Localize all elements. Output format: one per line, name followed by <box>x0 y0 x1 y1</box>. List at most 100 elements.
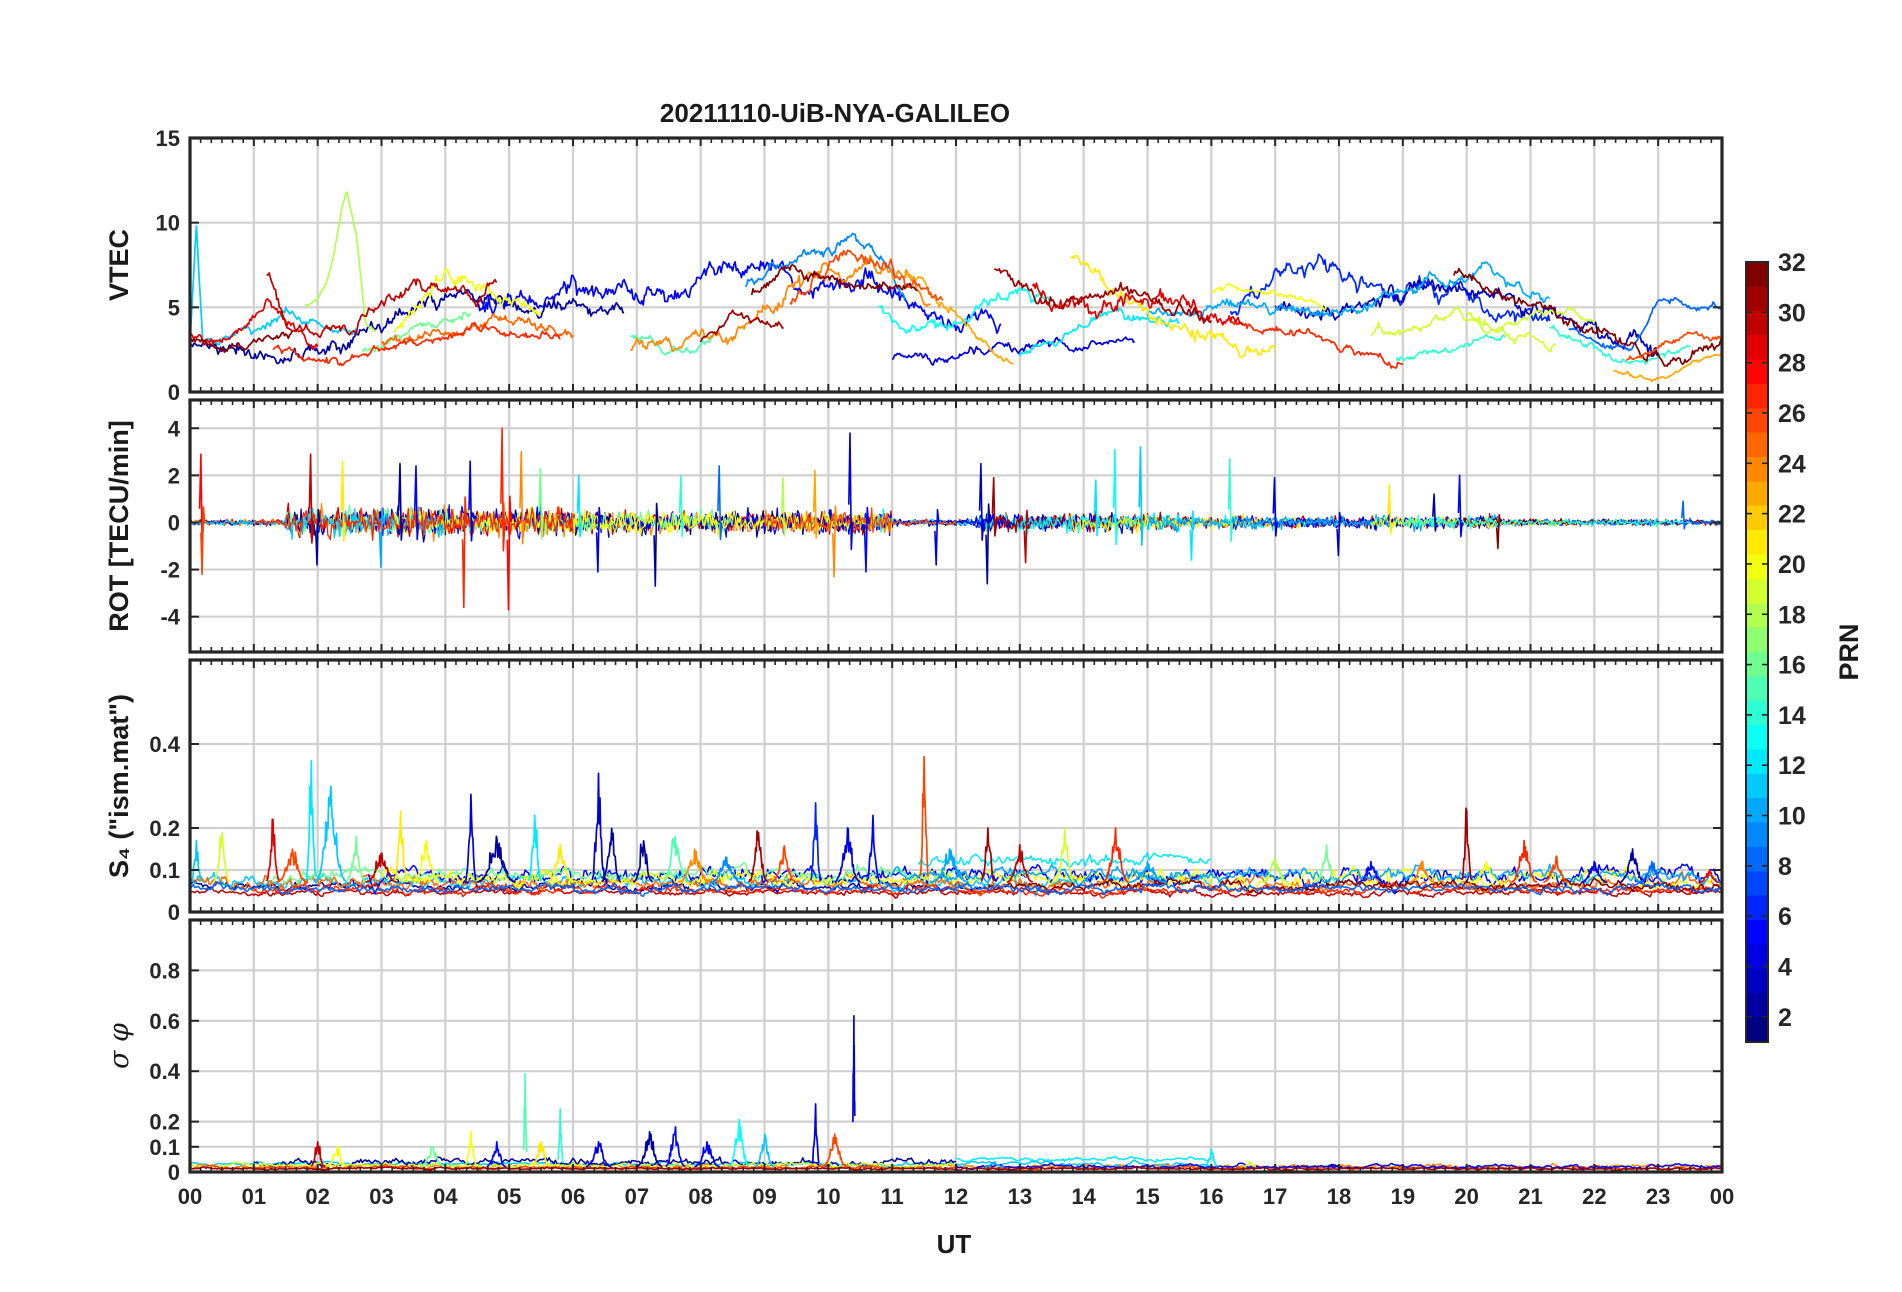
s4-ytick-label: 0.4 <box>149 732 180 757</box>
sigma_phi-series-19 <box>694 1140 720 1168</box>
rot-series-48 <box>991 476 997 537</box>
rot-series-33 <box>519 450 525 545</box>
chart-title: 20211110-UiB-NYA-GALILEO <box>660 98 1010 128</box>
vtec-series-9 <box>878 287 1052 335</box>
sigma_phi-series-16 <box>585 1140 612 1168</box>
panel-rot: -4 -2 0 2 4 ROT [TECU/min] <box>104 398 1724 654</box>
x-tick-label: 22 <box>1582 1184 1606 1209</box>
vtec-series-33 <box>190 330 293 354</box>
s4-series-44 <box>1262 856 1289 884</box>
sigma_phi-grid <box>190 920 1722 1172</box>
rot-series-37 <box>653 502 659 587</box>
s4-series-30 <box>678 848 711 884</box>
rot-series-26 <box>378 508 385 569</box>
sigma_phi-series-6 <box>956 1155 1212 1164</box>
s4-series-42 <box>1102 827 1129 883</box>
panel-sigma_phi: 00.10.2 0.4 0.6 0.8 σ φ <box>104 918 1724 1185</box>
colorbar-tick-label: 26 <box>1778 400 1806 428</box>
s4-series-46 <box>1358 860 1384 884</box>
rot-series-59 <box>1457 474 1463 538</box>
x-tick-label: 06 <box>561 1184 585 1209</box>
vtec-series-36 <box>1625 330 1722 362</box>
vtec-series-27 <box>1229 319 1403 369</box>
s4-series-13 <box>213 831 231 883</box>
x-tick-label: 03 <box>369 1184 393 1209</box>
s4-series-14 <box>265 818 281 882</box>
s4-series-43 <box>1128 860 1167 884</box>
sigma_phi-series-27 <box>1243 1161 1257 1168</box>
rot-series-45 <box>934 508 940 566</box>
rot-ytick-label: 2 <box>168 463 180 488</box>
rot-ticks <box>189 400 1723 652</box>
sigma_phi-series-10 <box>419 1145 446 1168</box>
s4-series-41 <box>1054 827 1075 883</box>
s4-series-21 <box>413 839 440 883</box>
s4-series-33 <box>770 845 797 884</box>
s4-series-50 <box>1511 839 1538 883</box>
sigma_phi-series-8 <box>310 1140 325 1167</box>
vtec-ytick-label: 15 <box>156 126 180 151</box>
s4-series-45 <box>1316 844 1337 883</box>
vtec-series-34 <box>1453 267 1722 368</box>
rot-y-axis-label: ROT [TECU/min] <box>104 420 134 631</box>
rot-series-61 <box>1681 500 1687 530</box>
vtec-ytick-label: 10 <box>156 211 180 236</box>
s4-series-3 <box>190 870 1722 897</box>
sigma_phi-ytick-label: 0.4 <box>149 1059 180 1084</box>
x-tick-label: 23 <box>1646 1184 1670 1209</box>
s4-series-16 <box>305 759 317 879</box>
x-tick-label: 18 <box>1327 1184 1351 1209</box>
colorbar-tick-label: 20 <box>1778 551 1806 579</box>
x-tick-label: 04 <box>433 1184 458 1209</box>
colorbar-tick-label: 14 <box>1778 702 1806 730</box>
rot-series-31 <box>500 427 506 552</box>
vtec-series-5 <box>744 232 906 301</box>
vtec-series-24 <box>381 313 574 347</box>
s4-series-25 <box>547 843 574 884</box>
sigma_phi-series-3 <box>190 1161 956 1169</box>
rot-series-35 <box>576 474 583 538</box>
x-axis-label: UT <box>937 1229 972 1259</box>
sigma_phi-series-23 <box>821 1133 848 1168</box>
s4-series-54 <box>1638 860 1665 884</box>
x-tick-label: 02 <box>305 1184 329 1209</box>
sigma_phi-ytick-label: 0.1 <box>149 1135 180 1160</box>
s4-series-39 <box>980 827 995 882</box>
x-tick-label: 00 <box>178 1184 202 1209</box>
s4-series-29 <box>662 835 689 883</box>
s4-series-15 <box>275 848 309 884</box>
s4-series-38 <box>930 848 970 884</box>
colorbar-tick-label: 22 <box>1778 501 1806 529</box>
colorbar-tick-label: 10 <box>1778 803 1806 831</box>
x-tick-label: 20 <box>1454 1184 1478 1209</box>
vtec-series-16 <box>1466 306 1596 335</box>
s4-y-axis-label: S₄ ("ism.mat") <box>104 694 134 878</box>
vtec-series-7 <box>1146 261 1551 319</box>
s4-series-35 <box>834 827 861 883</box>
rot-ytick-label: -2 <box>160 558 180 583</box>
vtec-series-30 <box>266 272 498 339</box>
sigma_phi-ytick-label: 0 <box>168 1160 180 1185</box>
x-tick-label: 08 <box>688 1184 712 1209</box>
rot-series-52 <box>1138 446 1144 546</box>
rot-series-22 <box>200 506 206 576</box>
sigma_phi-ytick-label: 0.2 <box>149 1110 180 1135</box>
s4-series-9 <box>917 851 1212 868</box>
x-tick-label: 00 <box>1710 1184 1734 1209</box>
rot-series-36 <box>595 506 602 573</box>
vtec-series-2 <box>891 336 1136 366</box>
sigma_phi-series-11 <box>464 1130 478 1167</box>
sigma_phi-ytick-label: 0.8 <box>149 958 180 983</box>
sigma_phi-ytick-label: 0.6 <box>149 1009 180 1034</box>
vtec-series-31 <box>699 309 784 343</box>
sigma_phi-series-17 <box>636 1130 663 1168</box>
sigma_phi-series-18 <box>665 1126 686 1168</box>
vtec-series-1 <box>476 259 1002 335</box>
x-tick-label: 01 <box>242 1184 266 1209</box>
rot-series-40 <box>780 476 787 537</box>
rot-series-50 <box>1093 479 1100 537</box>
colorbar-tick-label: 16 <box>1778 652 1806 680</box>
